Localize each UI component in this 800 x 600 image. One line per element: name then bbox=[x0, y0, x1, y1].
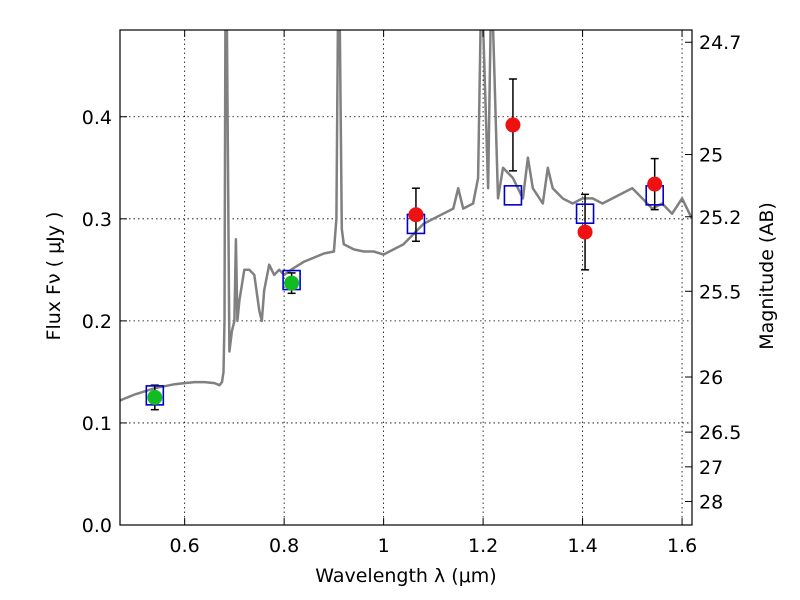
y2-axis-label: Magnitude (AB) bbox=[756, 202, 778, 350]
y-tick-label: 0.3 bbox=[82, 209, 112, 231]
plot-frame bbox=[119, 29, 693, 526]
model-photometry-square bbox=[503, 185, 523, 206]
y-tick-label: 0.4 bbox=[82, 107, 112, 129]
right-tick-label: 26 bbox=[699, 367, 723, 389]
right-tick-label: 27 bbox=[699, 457, 723, 479]
right-tick-label: 26.5 bbox=[699, 422, 741, 444]
markers bbox=[145, 117, 664, 406]
x-tick-label: 0.8 bbox=[269, 535, 299, 557]
y-axis-label: Flux Fν ( μJy ) bbox=[43, 212, 65, 341]
y-tick-label: 0.1 bbox=[82, 413, 112, 435]
x-tick-label: 1.2 bbox=[468, 535, 498, 557]
right-tick-label: 28 bbox=[699, 492, 723, 514]
right-tick-label: 25.2 bbox=[699, 207, 741, 229]
observed-point bbox=[408, 207, 424, 223]
x-tick-label: 1.6 bbox=[667, 535, 697, 557]
spectrum-line bbox=[120, 30, 692, 402]
model-photometry-square bbox=[575, 203, 595, 225]
observed-point bbox=[147, 389, 163, 405]
observed-point bbox=[284, 275, 300, 291]
y-tick-label: 0.2 bbox=[82, 311, 112, 333]
grid-lines bbox=[120, 30, 692, 525]
observed-point bbox=[505, 117, 521, 133]
right-tick-label: 24.7 bbox=[699, 32, 741, 54]
x-tick-label: 1 bbox=[378, 535, 390, 557]
plot-area bbox=[120, 30, 692, 402]
observed-point bbox=[577, 224, 593, 240]
right-tick-label: 25 bbox=[699, 145, 723, 167]
x-axis-label: Wavelength λ (μm) bbox=[315, 565, 496, 587]
x-tick-label: 1.4 bbox=[567, 535, 597, 557]
y-tick-label: 0.0 bbox=[82, 515, 112, 537]
right-tick-label: 25.5 bbox=[699, 281, 741, 303]
observed-point bbox=[647, 176, 663, 192]
x-tick-label: 0.6 bbox=[170, 535, 200, 557]
axes: 0.6 0.8 1 1.2 1.4 1.6 0.0 0.1 0.2 0.3 0.4 24.7 25 25.… bbox=[82, 29, 741, 557]
